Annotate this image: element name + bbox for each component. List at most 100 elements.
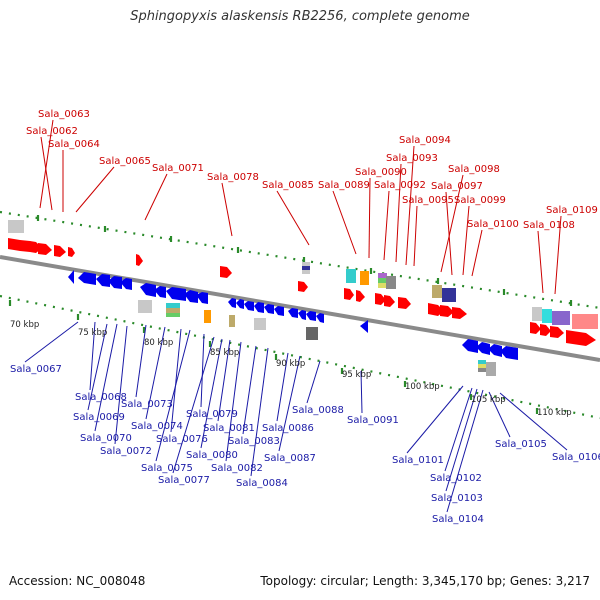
gene-label[interactable]: Sala_0081 bbox=[203, 423, 255, 434]
gene-reverse bbox=[140, 283, 156, 297]
gene-forward bbox=[68, 247, 75, 257]
gene-forward bbox=[375, 293, 386, 305]
gene-leader-line bbox=[200, 338, 223, 449]
gene-leader-line bbox=[537, 230, 544, 294]
scale-tick-label: 110 kbp bbox=[537, 408, 572, 418]
gene-leader-line bbox=[445, 388, 478, 492]
gene-forward bbox=[440, 305, 454, 317]
gene-reverse bbox=[196, 292, 208, 304]
gene-forward bbox=[344, 288, 354, 300]
gene-forward bbox=[398, 297, 411, 309]
gene-leader-line bbox=[217, 339, 231, 422]
gene-leader-line bbox=[250, 347, 269, 477]
gene-label[interactable]: Sala_0063 bbox=[38, 109, 90, 120]
gene-label[interactable]: Sala_0094 bbox=[399, 135, 451, 146]
gene-leader-line bbox=[462, 205, 470, 276]
gene-label[interactable]: Sala_0095 bbox=[402, 195, 454, 206]
gene-reverse bbox=[184, 290, 198, 303]
gene-label[interactable]: Sala_0071 bbox=[152, 163, 204, 174]
bottom-leader-lines bbox=[24, 321, 568, 513]
gene-leader-line bbox=[89, 321, 96, 391]
gene-label[interactable]: Sala_0064 bbox=[48, 139, 100, 150]
gene-leader-line bbox=[221, 182, 233, 237]
feature-boxes bbox=[8, 220, 598, 376]
gene-leader-line bbox=[499, 392, 568, 451]
gene-reverse bbox=[244, 301, 254, 311]
gene-label[interactable]: Sala_0091 bbox=[347, 415, 399, 426]
gene-leader-line bbox=[446, 389, 484, 513]
gene-label[interactable]: Sala_0108 bbox=[523, 220, 575, 231]
gene-leader-line bbox=[306, 360, 321, 404]
gene-label[interactable]: Sala_0069 bbox=[73, 412, 125, 423]
gene-reverse bbox=[154, 286, 166, 298]
gene-label[interactable]: Sala_0072 bbox=[100, 446, 152, 457]
gene-leader-line bbox=[440, 174, 464, 273]
gene-label[interactable]: Sala_0085 bbox=[262, 180, 314, 191]
gene-reverse bbox=[360, 320, 368, 333]
gene-leader-line bbox=[155, 329, 191, 462]
gene-reverse bbox=[488, 344, 502, 357]
gene-label[interactable]: Sala_0103 bbox=[431, 493, 483, 504]
gene-reverse bbox=[254, 302, 264, 313]
gene-label[interactable]: Sala_0100 bbox=[467, 219, 519, 230]
gene-label[interactable]: Sala_0068 bbox=[75, 392, 127, 403]
gene-label[interactable]: Sala_0099 bbox=[454, 195, 506, 206]
gene-leader-line bbox=[170, 328, 182, 433]
gene-label[interactable]: Sala_0090 bbox=[355, 167, 407, 178]
gene-reverse bbox=[68, 270, 74, 284]
gene-leader-line bbox=[488, 391, 511, 438]
gene-forward bbox=[220, 266, 232, 278]
gene-leader-line bbox=[144, 173, 168, 221]
gene-leader-line bbox=[406, 385, 464, 454]
gene-label[interactable]: Sala_0101 bbox=[392, 455, 444, 466]
gene-label[interactable]: Sala_0075 bbox=[141, 463, 193, 474]
gene-reverse bbox=[476, 342, 490, 355]
gene-label[interactable]: Sala_0082 bbox=[211, 463, 263, 474]
gene-label[interactable]: Sala_0076 bbox=[156, 434, 208, 445]
gene-label[interactable]: Sala_0102 bbox=[430, 473, 482, 484]
gene-label[interactable]: Sala_0083 bbox=[228, 436, 280, 447]
gene-reverse bbox=[316, 313, 324, 323]
scale-tick-label: 75 kbp bbox=[78, 328, 107, 338]
gene-label[interactable]: Sala_0062 bbox=[26, 126, 78, 137]
gene-reverse bbox=[274, 306, 284, 316]
bottom-gene-labels: Sala_0067Sala_0068Sala_0069Sala_0070Sala… bbox=[10, 364, 600, 525]
gene-label[interactable]: Sala_0074 bbox=[131, 421, 183, 432]
gene-label[interactable]: Sala_0078 bbox=[207, 172, 259, 183]
gene-label[interactable]: Sala_0097 bbox=[431, 181, 483, 192]
gene-forward bbox=[356, 290, 365, 302]
gene-label[interactable]: Sala_0109 bbox=[546, 205, 598, 216]
gene-label[interactable]: Sala_0086 bbox=[262, 423, 314, 434]
gene-label[interactable]: Sala_0067 bbox=[10, 364, 62, 375]
gene-forward bbox=[550, 326, 564, 338]
genome-backbone bbox=[0, 255, 600, 362]
gene-forward bbox=[38, 243, 52, 255]
gene-label[interactable]: Sala_0089 bbox=[318, 180, 370, 191]
gene-label[interactable]: Sala_0104 bbox=[432, 514, 484, 525]
gene-forward bbox=[298, 281, 308, 292]
gene-leader-line bbox=[360, 370, 363, 414]
scale-tick-label: 100 kbp bbox=[405, 382, 440, 392]
gene-label[interactable]: Sala_0106 bbox=[552, 452, 600, 463]
gene-leader-line bbox=[75, 166, 115, 213]
gene-leader-line bbox=[225, 341, 242, 462]
gene-label[interactable]: Sala_0105 bbox=[495, 439, 547, 450]
gene-label[interactable]: Sala_0073 bbox=[121, 399, 173, 410]
gene-label[interactable]: Sala_0065 bbox=[99, 156, 151, 167]
gene-label[interactable]: Sala_0080 bbox=[186, 450, 238, 461]
gene-label[interactable]: Sala_0088 bbox=[292, 405, 344, 416]
gene-label[interactable]: Sala_0093 bbox=[386, 153, 438, 164]
gene-label[interactable]: Sala_0077 bbox=[158, 475, 210, 486]
gene-label[interactable]: Sala_0087 bbox=[264, 453, 316, 464]
gene-label[interactable]: Sala_0070 bbox=[80, 433, 132, 444]
gene-label[interactable]: Sala_0092 bbox=[374, 180, 426, 191]
gene-reverse bbox=[462, 339, 478, 353]
forward-genes bbox=[8, 238, 596, 346]
genome-title: Sphingopyxis alaskensis RB2256, complete… bbox=[130, 9, 470, 24]
gene-label[interactable]: Sala_0098 bbox=[448, 164, 500, 175]
gene-leader-line bbox=[94, 323, 118, 432]
gene-label[interactable]: Sala_0079 bbox=[186, 409, 238, 420]
gene-label[interactable]: Sala_0084 bbox=[236, 478, 288, 489]
top-leader-lines bbox=[39, 119, 562, 295]
gene-reverse bbox=[306, 311, 316, 321]
